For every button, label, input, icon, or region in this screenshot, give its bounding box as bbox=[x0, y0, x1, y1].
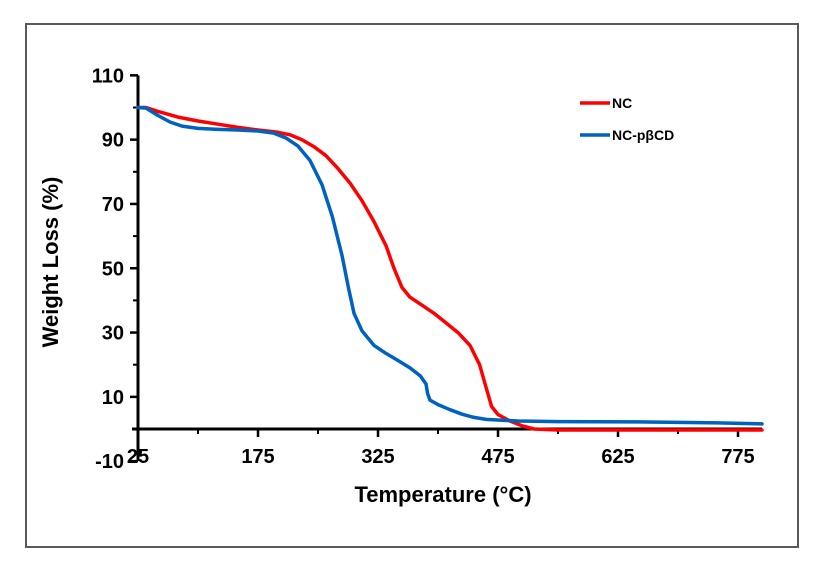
legend-label: NC-pβCD bbox=[612, 127, 674, 143]
y-tick-label: 50 bbox=[102, 258, 124, 280]
x-tick-label: 325 bbox=[361, 446, 394, 468]
x-tick-label: 25 bbox=[127, 446, 149, 468]
series-line-nc-pbcd bbox=[136, 105, 764, 426]
x-tick-label: 625 bbox=[601, 446, 634, 468]
y-tick-label: 30 bbox=[102, 323, 124, 345]
y-tick-label: 10 bbox=[102, 387, 124, 409]
y-tick-label: 90 bbox=[102, 130, 124, 152]
x-axis-title: Temperature (°C) bbox=[354, 482, 531, 507]
series-line-nc bbox=[136, 105, 764, 432]
x-tick-label: 775 bbox=[721, 446, 754, 468]
y-tick-label: -10 bbox=[95, 451, 124, 473]
y-tick-label: 110 bbox=[92, 65, 124, 87]
axes: 110 90 70 50 30 10 -10 25 175 325 475 625 775 bbox=[92, 65, 762, 473]
x-tick-label: 475 bbox=[481, 446, 514, 468]
y-tick-label: 70 bbox=[102, 194, 124, 216]
series-group bbox=[136, 105, 764, 432]
x-tick-label: 175 bbox=[241, 446, 274, 468]
legend: NC NC-pβCD bbox=[580, 95, 674, 143]
y-axis-title: Weight Loss (%) bbox=[38, 177, 63, 348]
legend-label: NC bbox=[612, 95, 632, 111]
